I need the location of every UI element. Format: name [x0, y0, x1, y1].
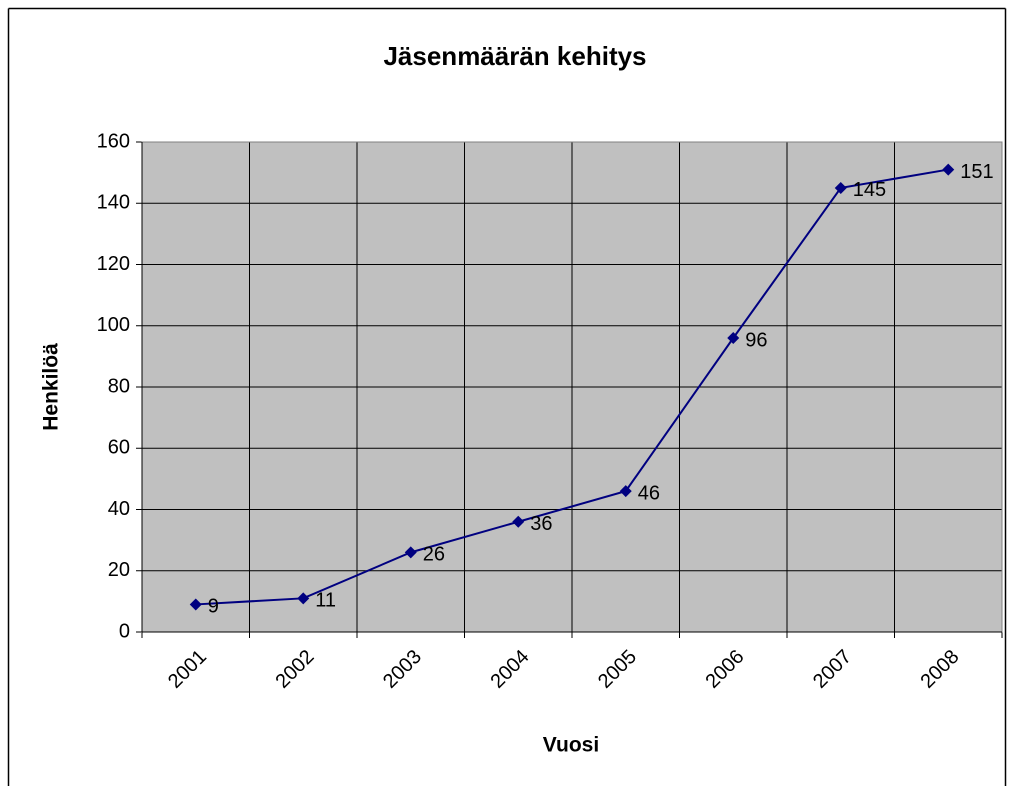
x-tick-label: 2004	[486, 646, 533, 693]
y-tick-label: 0	[119, 620, 130, 642]
data-point	[619, 485, 632, 498]
data-point	[834, 181, 847, 194]
data-label: 96	[745, 329, 767, 351]
x-tick-label: 2001	[164, 646, 211, 693]
data-line	[195, 168, 949, 606]
y-tick-label: 100	[97, 314, 130, 336]
x-tick-label: 2002	[271, 646, 318, 693]
data-label: 145	[853, 179, 886, 201]
x-tick-label: 2007	[809, 646, 856, 693]
y-tick-label: 40	[108, 498, 130, 520]
x-tick-label: 2005	[594, 646, 641, 693]
y-tick-label: 120	[97, 253, 130, 275]
data-point	[942, 163, 955, 176]
chart-title: Jäsenmäärän kehitys	[383, 41, 646, 71]
x-axis-title: Vuosi	[543, 734, 599, 757]
data-label: 36	[530, 513, 552, 535]
y-tick-label: 80	[108, 375, 130, 397]
x-tick-label: 2008	[916, 646, 963, 693]
y-axis-title: Henkilöä	[40, 343, 63, 431]
data-point	[404, 546, 417, 559]
y-tick-label: 140	[97, 192, 130, 214]
data-point	[512, 515, 525, 528]
y-tick-label: 60	[108, 437, 130, 459]
x-tick-label: 2006	[701, 646, 748, 693]
data-point	[297, 592, 310, 605]
data-label: 11	[315, 590, 336, 612]
y-tick-label: 160	[97, 130, 130, 152]
x-tick-label: 2003	[379, 646, 426, 693]
data-label: 151	[960, 161, 993, 183]
data-point	[189, 598, 202, 611]
y-tick-label: 20	[108, 559, 130, 581]
data-label: 9	[208, 596, 219, 618]
data-point	[727, 332, 740, 344]
data-label: 26	[423, 544, 445, 566]
data-label: 46	[638, 482, 660, 504]
